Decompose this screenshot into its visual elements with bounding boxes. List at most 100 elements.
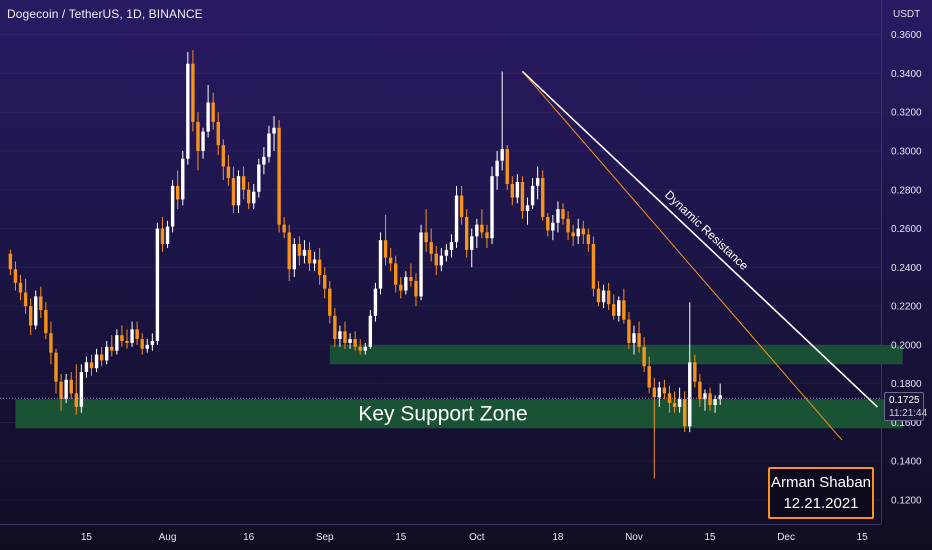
candle-body xyxy=(703,393,707,400)
candle-body xyxy=(606,290,611,305)
candle-body xyxy=(546,216,550,231)
y-tick-label: 0.2600 xyxy=(891,224,922,235)
candle-body xyxy=(439,255,444,266)
x-tick-label: 16 xyxy=(243,532,255,543)
candle-body xyxy=(13,269,18,283)
x-tick-label: 15 xyxy=(704,532,716,543)
y-tick-label: 0.3200 xyxy=(891,108,922,119)
candle-body xyxy=(252,191,256,204)
candle-body xyxy=(323,275,327,289)
candle-body xyxy=(586,234,591,245)
candle-body xyxy=(8,253,13,270)
candle-body xyxy=(622,300,626,320)
y-tick-label: 0.2000 xyxy=(891,340,922,351)
candle-body xyxy=(343,331,347,343)
candle-body xyxy=(211,102,215,122)
candle-body xyxy=(459,195,464,217)
candle-body xyxy=(338,331,342,340)
candle-body xyxy=(647,366,651,388)
candle-body xyxy=(181,158,185,200)
candle-body xyxy=(394,263,398,285)
x-tick-label: Aug xyxy=(159,532,177,543)
candle-body xyxy=(287,232,291,270)
candle-body xyxy=(302,249,307,256)
candle-body xyxy=(282,224,286,233)
candle-body xyxy=(79,372,84,407)
candle-body xyxy=(373,288,378,316)
key-support-zone xyxy=(15,399,903,429)
candle-body xyxy=(23,292,28,307)
candle-body xyxy=(627,319,631,343)
candle-body xyxy=(292,244,296,270)
current-price-value: 0.1725 xyxy=(889,395,920,406)
candle-body xyxy=(657,387,662,398)
candle-body xyxy=(135,329,139,340)
candle-body xyxy=(541,178,545,217)
candle-body xyxy=(591,244,596,289)
x-tick-label: Sep xyxy=(316,532,334,543)
y-tick-label: 0.1400 xyxy=(891,457,922,468)
candle-body xyxy=(363,346,367,351)
candle-body xyxy=(495,160,499,177)
candle-body xyxy=(94,354,99,369)
candle-body xyxy=(170,185,175,227)
candle-body xyxy=(515,182,520,198)
candle-body xyxy=(262,156,266,165)
candle-body xyxy=(272,127,276,134)
candle-body xyxy=(28,306,33,326)
candle-body xyxy=(155,228,160,342)
candle-body xyxy=(74,393,78,407)
candle-body xyxy=(652,387,656,398)
y-tick-label: 0.3400 xyxy=(891,69,922,80)
candle-body xyxy=(520,182,525,212)
candle-body xyxy=(353,339,357,347)
author-watermark: Arman Shaban 12.21.2021 xyxy=(768,467,874,519)
x-tick-label: 15 xyxy=(857,532,869,543)
y-tick-label: 0.2800 xyxy=(891,185,922,196)
candle-body xyxy=(241,176,246,190)
dynamic-resistance-label: Dynamic Resistance xyxy=(662,188,751,274)
candle-body xyxy=(632,333,636,343)
candle-body xyxy=(69,379,73,394)
candle-body xyxy=(617,300,621,316)
candle-body xyxy=(581,228,585,235)
candle-body xyxy=(637,333,641,347)
candle-body xyxy=(317,259,322,276)
candle-body xyxy=(677,399,682,407)
candle-body xyxy=(566,218,570,233)
pair-title[interactable]: Dogecoin / TetherUS, 1D, BINANCE xyxy=(7,7,203,21)
x-tick-label: Oct xyxy=(469,532,485,543)
candle-body xyxy=(130,329,134,343)
dynamic-resistance-line xyxy=(521,70,878,408)
candle-body xyxy=(186,63,190,159)
candle-body xyxy=(510,183,515,198)
candle-body xyxy=(368,315,373,347)
y-tick-label: 0.3000 xyxy=(891,146,922,157)
candle-body xyxy=(328,288,332,316)
candle-body xyxy=(18,282,23,293)
candle-body xyxy=(708,393,712,405)
candle-body xyxy=(688,362,692,427)
candle-body xyxy=(419,232,423,297)
candle-body xyxy=(404,277,408,291)
time-scale-divider xyxy=(0,524,881,525)
candle-body xyxy=(596,288,601,303)
candle-body xyxy=(191,63,195,122)
candle-body xyxy=(576,228,580,237)
candle-body xyxy=(561,209,565,219)
candle-body xyxy=(383,240,388,258)
candle-body xyxy=(140,339,144,349)
candle-body xyxy=(718,395,722,400)
candle-body xyxy=(120,335,124,342)
publish-date: 12.21.2021 xyxy=(783,495,859,512)
candle-body xyxy=(672,403,677,407)
candle-body xyxy=(642,346,646,367)
candle-body xyxy=(84,362,89,373)
candle-body xyxy=(175,185,180,200)
currency-label: USDT xyxy=(893,9,921,20)
candle-body xyxy=(115,335,119,351)
x-axis: 15Aug16Sep15Oct18Nov15Dec15202217 xyxy=(81,532,869,543)
candle-body xyxy=(612,304,616,316)
price-grid xyxy=(0,34,881,501)
